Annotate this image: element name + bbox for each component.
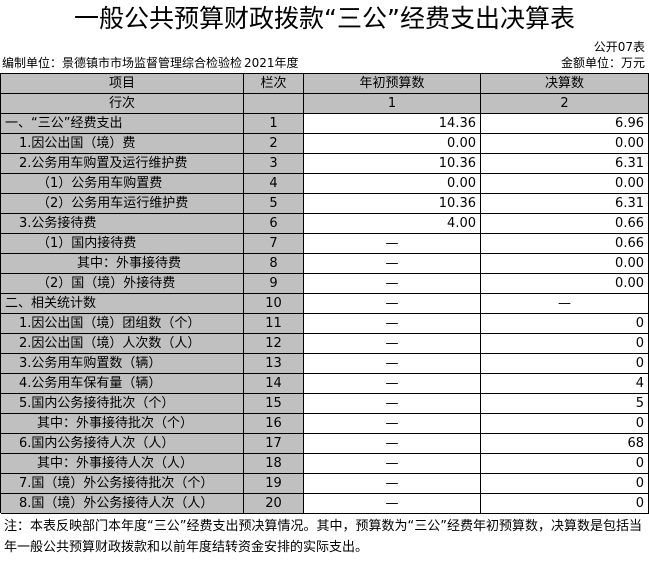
final: 0	[481, 414, 649, 434]
line-no: 20	[244, 494, 304, 514]
column-header: 栏次	[244, 74, 304, 94]
note: 注：本表反映部门本年度“三公”经费支出预决算情况。其中，预算数为“三公”经费年初…	[4, 519, 642, 555]
item-label: 4.公务用车保有量（辆）	[1, 374, 244, 394]
budget: —	[304, 254, 481, 274]
final: 5	[481, 394, 649, 414]
item-label: 1.因公出国（境）费	[1, 134, 244, 154]
line-no: 2	[244, 134, 304, 154]
line-no: 11	[244, 314, 304, 334]
amount-unit: 金额单位：万元	[560, 56, 645, 70]
budget: 10.36	[304, 194, 481, 214]
final: 0	[481, 494, 649, 514]
budget: 0.00	[304, 134, 481, 154]
item-label: （2）国（境）外接待费	[1, 274, 244, 294]
final: 0.66	[481, 234, 649, 254]
item-label: 2.公务用车购置及运行维护费	[1, 154, 244, 174]
line-no: 1	[244, 114, 304, 134]
item-label: 1.因公出国（境）团组数（个）	[1, 314, 244, 334]
line-no: 9	[244, 274, 304, 294]
item-label: 二、相关统计数	[1, 294, 244, 314]
item-label: 一、“三公”经费支出	[1, 114, 244, 134]
final: 0.00	[481, 274, 649, 294]
line-no: 4	[244, 174, 304, 194]
index-cell: 2	[481, 94, 649, 114]
line-no: 12	[244, 334, 304, 354]
budget: —	[304, 454, 481, 474]
final: 0.00	[481, 254, 649, 274]
form-no: 公开07表	[593, 40, 645, 54]
budget: —	[304, 234, 481, 254]
line-no: 10	[244, 294, 304, 314]
budget: 4.00	[304, 214, 481, 234]
line-no: 14	[244, 374, 304, 394]
line-no: 15	[244, 394, 304, 414]
final: 0.66	[481, 214, 649, 234]
title: 一般公共预算财政拨款“三公”经费支出决算表	[74, 4, 575, 33]
budget: —	[304, 334, 481, 354]
item-label: 8.国（境）外公务接待人次（人）	[1, 494, 244, 514]
final: 6.31	[481, 154, 649, 174]
final: 6.96	[481, 114, 649, 134]
budget: —	[304, 314, 481, 334]
item-label: （1）国内接待费	[1, 234, 244, 254]
budget: —	[304, 394, 481, 414]
column-header: 决算数	[481, 74, 649, 94]
budget: —	[304, 354, 481, 374]
line-no: 19	[244, 474, 304, 494]
line-no: 6	[244, 214, 304, 234]
year: 2021年度	[244, 56, 299, 70]
item-label: 6.国内公务接待人次（人）	[1, 434, 244, 454]
final: 68	[481, 434, 649, 454]
item-label: （1）公务用车购置费	[1, 174, 244, 194]
budget: —	[304, 414, 481, 434]
item-label: 3.公务用车购置数（辆）	[1, 354, 244, 374]
budget: 14.36	[304, 114, 481, 134]
budget: —	[304, 434, 481, 454]
final: —	[481, 294, 649, 314]
line-no: 5	[244, 194, 304, 214]
final: 0	[481, 314, 649, 334]
column-header: 项目	[1, 74, 244, 94]
final: 0	[481, 474, 649, 494]
item-label: （2）公务用车运行维护费	[1, 194, 244, 214]
line-no: 18	[244, 454, 304, 474]
column-header: 年初预算数	[304, 74, 481, 94]
budget: —	[304, 274, 481, 294]
final: 4	[481, 374, 649, 394]
item-label: 2.因公出国（境）人次数（人）	[1, 334, 244, 354]
final: 0	[481, 354, 649, 374]
item-label: 其中：外事接待批次（个）	[1, 414, 244, 434]
final: 0	[481, 334, 649, 354]
index-cell	[244, 94, 304, 114]
line-no: 17	[244, 434, 304, 454]
budget: —	[304, 474, 481, 494]
line-no: 16	[244, 414, 304, 434]
budget: —	[304, 494, 481, 514]
line-no: 3	[244, 154, 304, 174]
item-label: 3.公务接待费	[1, 214, 244, 234]
final: 0.00	[481, 174, 649, 194]
budget: 10.36	[304, 154, 481, 174]
budget: —	[304, 294, 481, 314]
budget: —	[304, 374, 481, 394]
final: 0.00	[481, 134, 649, 154]
item-label: 其中：外事接待费	[1, 254, 244, 274]
item-label: 其中：外事接待人次（人）	[1, 454, 244, 474]
unit: 编制单位：景德镇市市场监督管理综合检验检测中心	[2, 56, 242, 70]
table: 项目 栏次 年初预算数 决算数 行次 1 2 一、“三公”经费支出 1 14.36 6.96 1.因公…	[0, 73, 649, 514]
final: 0	[481, 454, 649, 474]
index-cell: 1	[304, 94, 481, 114]
item-label: 7.国（境）外公务接待批次（个）	[1, 474, 244, 494]
item-label: 5.国内公务接待批次（个）	[1, 394, 244, 414]
final: 6.31	[481, 194, 649, 214]
line-no: 7	[244, 234, 304, 254]
line-no: 13	[244, 354, 304, 374]
budget: 0.00	[304, 174, 481, 194]
index-cell: 行次	[1, 94, 244, 114]
line-no: 8	[244, 254, 304, 274]
